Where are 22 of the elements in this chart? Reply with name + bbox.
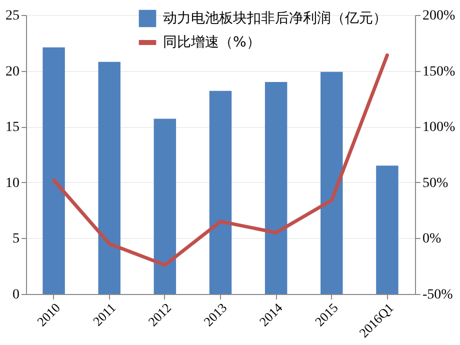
y-tick-label: 15 bbox=[6, 120, 20, 136]
legend-label: 动力电池板块扣非后净利润（亿元） bbox=[163, 10, 387, 26]
y-tick-label: 5 bbox=[12, 232, 20, 247]
y2-tick-label: -50% bbox=[422, 288, 454, 302]
line-series bbox=[52, 53, 389, 267]
bar bbox=[154, 118, 176, 294]
bar bbox=[264, 82, 288, 294]
y2-tick-label: 200% bbox=[422, 8, 456, 24]
bar bbox=[98, 62, 120, 294]
bar bbox=[209, 90, 232, 294]
y2-tick-label: 50% bbox=[422, 176, 448, 191]
bar bbox=[42, 47, 65, 294]
y-tick-label: 0 bbox=[12, 288, 20, 302]
y-tick-label: 20 bbox=[6, 64, 20, 80]
y2-tick-label: 0% bbox=[422, 232, 442, 247]
bar bbox=[320, 72, 343, 294]
legend-label: 同比增速（%） bbox=[163, 34, 260, 50]
bar bbox=[376, 166, 398, 294]
y-tick-label: 25 bbox=[6, 8, 20, 24]
y2-tick-label: 100% bbox=[422, 120, 456, 136]
y2-tick-label: 150% bbox=[422, 64, 456, 80]
y-tick-label: 10 bbox=[6, 176, 20, 191]
